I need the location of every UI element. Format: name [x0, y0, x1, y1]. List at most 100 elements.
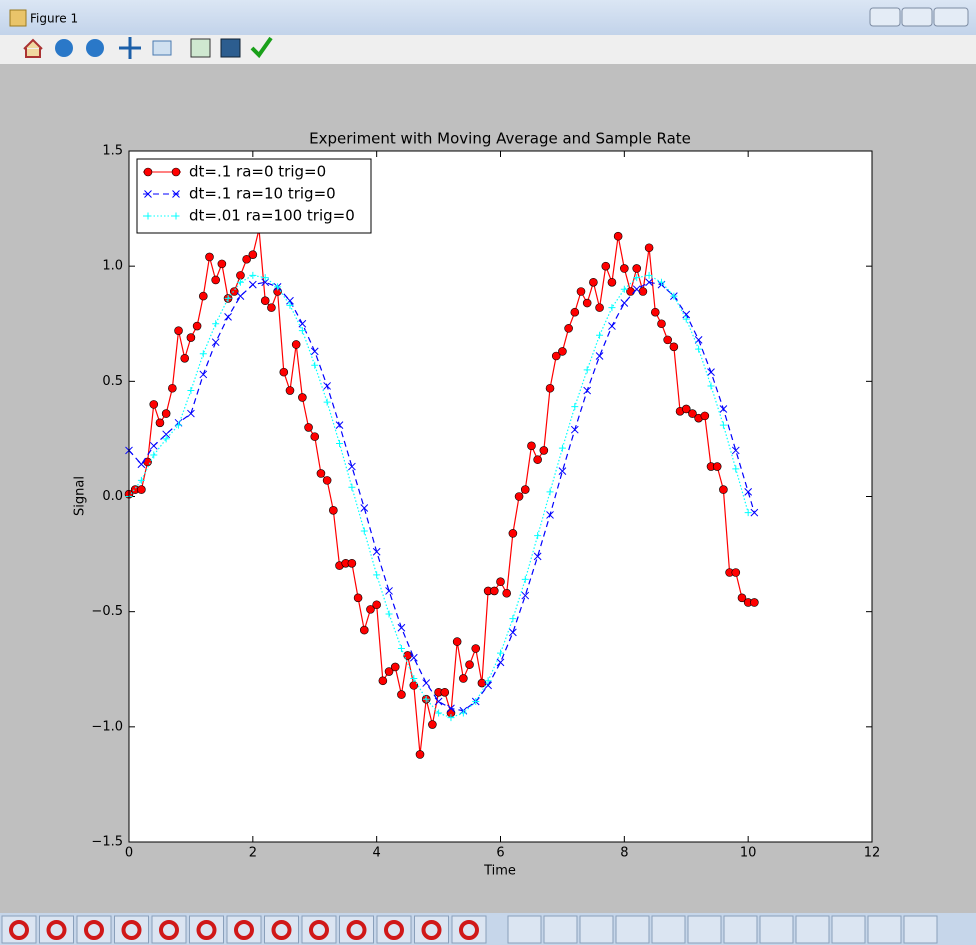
legend-marker [172, 190, 180, 198]
data-point [582, 298, 592, 308]
taskbar-button[interactable] [543, 915, 578, 944]
data-point [583, 366, 591, 374]
x-tick-label: 6 [496, 846, 504, 861]
data-point [385, 610, 393, 618]
taskbar-button[interactable] [903, 915, 938, 944]
data-point [645, 271, 653, 279]
data-point [695, 345, 703, 353]
data-point [731, 568, 741, 577]
data-point [242, 254, 251, 264]
taskbar-button[interactable] [687, 915, 722, 944]
window-title: Figure 1 [30, 12, 78, 26]
data-point [348, 462, 356, 471]
subplots-button[interactable] [190, 38, 211, 58]
x-axis-label: Time [483, 864, 516, 879]
minimize-button[interactable] [869, 7, 901, 27]
data-point [744, 488, 753, 496]
taskbar-button[interactable] [507, 915, 542, 944]
data-point [601, 261, 611, 271]
data-point [286, 301, 294, 309]
data-point [360, 504, 369, 512]
data-point [224, 312, 232, 321]
back-button[interactable] [55, 39, 73, 57]
taskbar-button[interactable] [867, 915, 902, 944]
data-point [291, 340, 301, 349]
data-point [187, 387, 195, 395]
data-point [384, 667, 394, 676]
data-point [137, 485, 146, 494]
forward-button[interactable] [86, 39, 104, 57]
data-point [595, 303, 604, 312]
data-point [186, 333, 196, 342]
pan-button[interactable] [119, 37, 141, 59]
data-point [719, 405, 728, 413]
data-point [248, 280, 257, 289]
data-point [422, 679, 431, 687]
data-point [248, 250, 258, 259]
data-point [335, 421, 344, 429]
taskbar-icon [309, 920, 329, 940]
taskbar-button[interactable] [615, 915, 650, 944]
close-button[interactable] [933, 7, 969, 27]
taskbar-button[interactable] [759, 915, 794, 944]
data-point [415, 750, 425, 759]
taskbar-button[interactable] [301, 915, 337, 944]
data-point [613, 231, 623, 241]
data-point [366, 605, 375, 614]
maximize-button[interactable] [901, 7, 933, 27]
y-tick-label: −1.5 [91, 835, 123, 850]
data-point [533, 552, 542, 561]
data-point [428, 720, 437, 729]
x-tick-label: 0 [125, 846, 133, 861]
data-point [161, 409, 171, 418]
data-point [650, 307, 660, 317]
data-point [348, 483, 356, 491]
data-point [663, 335, 672, 345]
data-point [558, 467, 567, 476]
data-point [750, 598, 759, 607]
data-point [372, 600, 381, 610]
y-tick-label: 1.0 [102, 259, 123, 274]
data-point [397, 623, 406, 632]
legend-marker [171, 167, 181, 177]
taskbar-button[interactable] [579, 915, 614, 944]
data-point [521, 591, 530, 600]
data-point [155, 418, 165, 428]
save-button[interactable] [220, 38, 241, 58]
data-point [576, 287, 586, 296]
data-point [682, 315, 690, 323]
data-point [322, 476, 332, 485]
taskbar-icon [46, 920, 67, 940]
zoom-button[interactable] [152, 40, 172, 56]
data-point [707, 368, 715, 376]
data-point [509, 615, 517, 623]
data-point [570, 307, 580, 317]
data-point [236, 278, 244, 286]
data-point [205, 252, 214, 262]
data-point [298, 393, 307, 402]
series-line [128, 281, 755, 712]
data-point [187, 409, 195, 418]
taskbar-button[interactable] [723, 915, 758, 944]
data-point [347, 558, 357, 568]
taskbar-icon [421, 920, 442, 940]
plot-area [129, 151, 872, 842]
data-point [719, 485, 728, 494]
taskbar-button[interactable] [831, 915, 866, 944]
data-point [533, 455, 542, 464]
home-button[interactable] [23, 38, 43, 58]
data-point [719, 421, 727, 429]
data-point [372, 547, 381, 556]
data-point [137, 476, 145, 484]
edit-button[interactable] [250, 36, 273, 59]
data-point [397, 645, 405, 653]
data-point [545, 383, 555, 393]
taskbar-button[interactable] [795, 915, 830, 944]
data-point [211, 338, 220, 347]
data-point [472, 697, 480, 705]
data-point [508, 529, 518, 538]
taskbar-icon [234, 920, 254, 940]
taskbar-icon [84, 920, 104, 940]
taskbar-button[interactable] [651, 915, 686, 944]
y-tick-label: −0.5 [91, 604, 123, 619]
